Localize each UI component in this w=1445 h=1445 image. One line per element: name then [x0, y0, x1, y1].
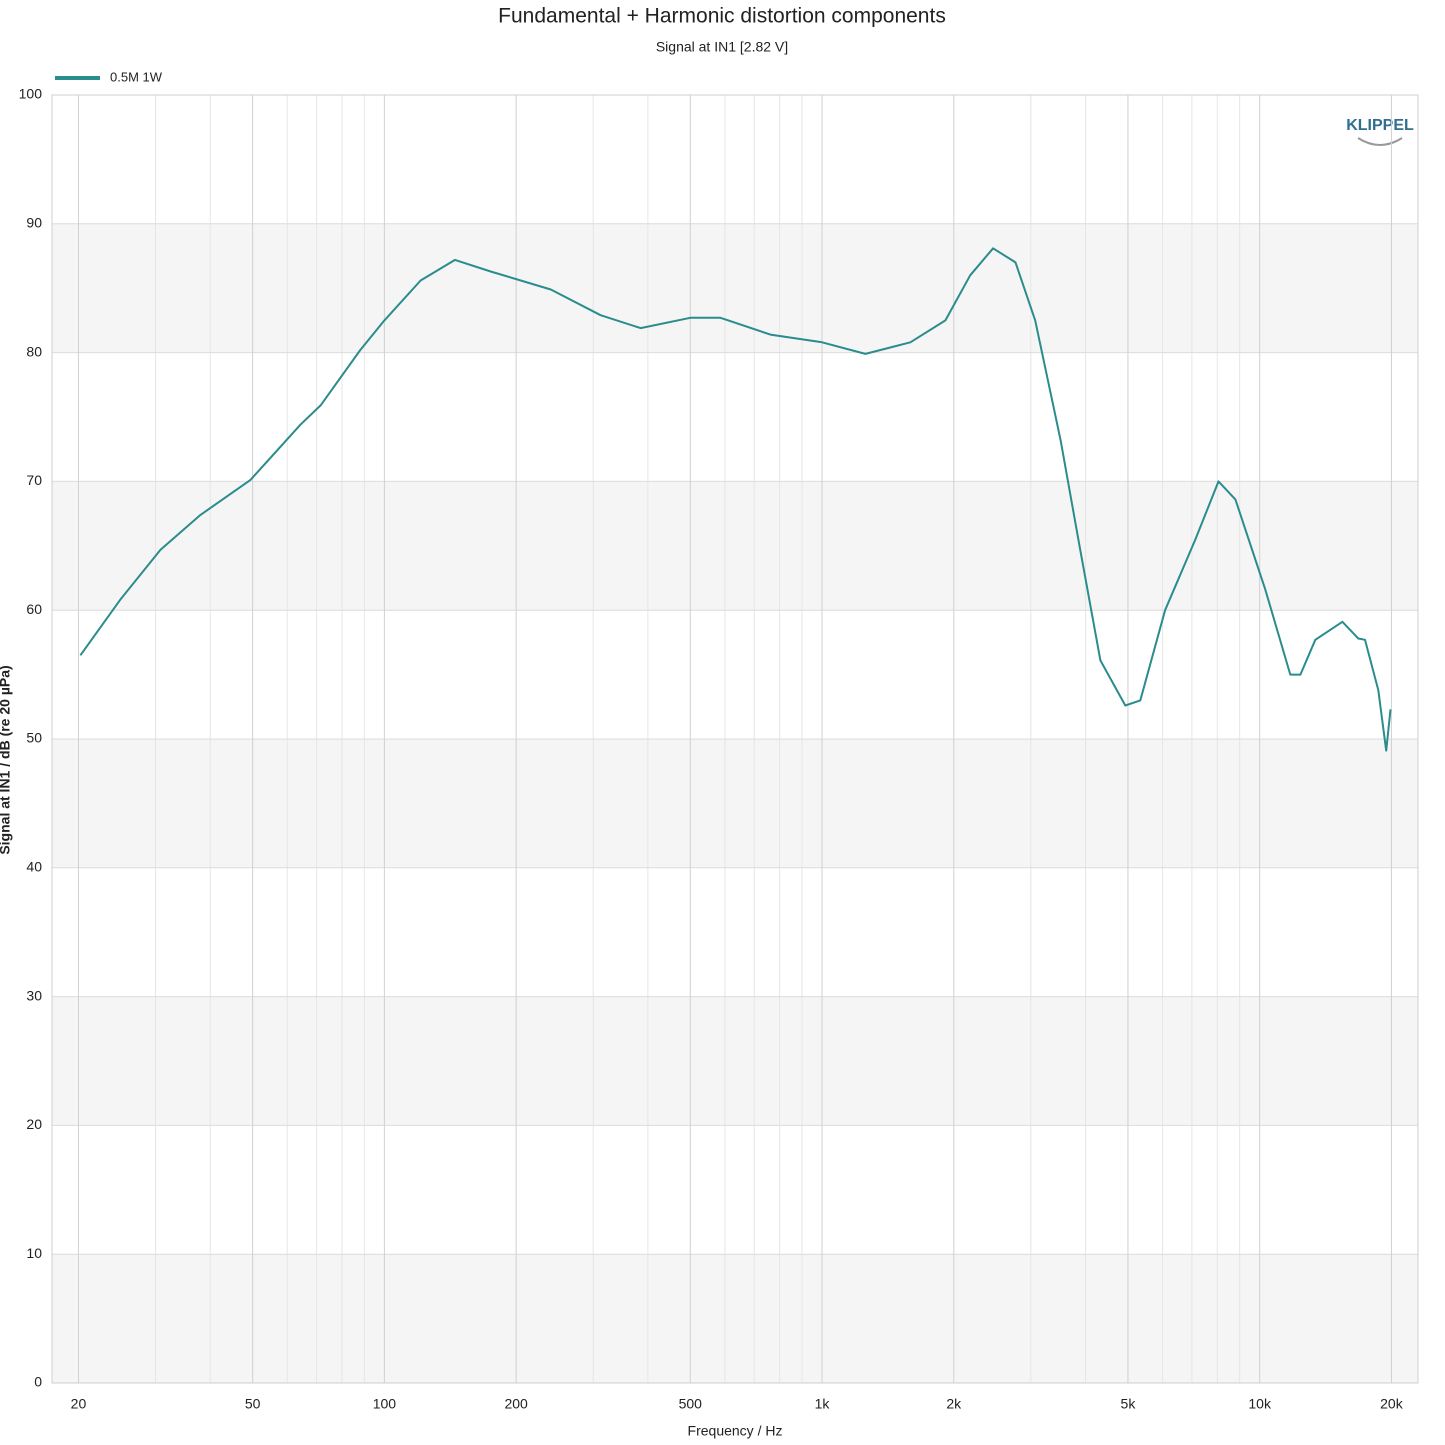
grid-band [52, 739, 1418, 868]
logo: KLIPPEL [1346, 117, 1414, 134]
grid-band [52, 1254, 1418, 1383]
x-tick-label: 20 [71, 1396, 87, 1412]
y-tick-label: 70 [26, 472, 42, 488]
grid-band [52, 223, 1418, 353]
chart-title: Fundamental + Harmonic distortion compon… [498, 5, 946, 28]
chart-subtitle: Signal at IN1 [2.82 V] [656, 39, 788, 55]
x-axis-label: Frequency / Hz [688, 1423, 783, 1439]
y-tick-label: 30 [26, 987, 42, 1003]
x-tick-label: 5k [1121, 1396, 1137, 1412]
y-tick-label: 0 [34, 1374, 42, 1390]
plot-frame [51, 94, 1419, 1384]
x-tick-label: 1k [815, 1396, 831, 1412]
x-tick-label: 20k [1380, 1396, 1404, 1412]
y-axis-label: Signal at IN1 / dB (re 20 µPa) [0, 665, 13, 854]
y-tick-label: 80 [26, 343, 42, 359]
y-tick-label: 10 [26, 1245, 42, 1261]
y-tick-label: 90 [26, 215, 42, 231]
y-tick-label: 60 [26, 601, 42, 617]
grid-band [52, 996, 1418, 1126]
y-tick-label: 50 [26, 730, 42, 746]
x-tick-label: 500 [679, 1396, 703, 1412]
y-tick-label: 100 [19, 86, 43, 102]
x-tick-label: 200 [504, 1396, 528, 1412]
series-line [79, 247, 1392, 752]
y-tick-label: 40 [26, 859, 42, 875]
x-tick-label: 10k [1248, 1396, 1272, 1412]
x-tick-label: 2k [946, 1396, 962, 1412]
x-tick-label: 50 [245, 1396, 261, 1412]
x-tick-label: 100 [373, 1396, 397, 1412]
y-tick-label: 20 [26, 1116, 42, 1132]
grid-band [52, 481, 1418, 611]
logo-arc [1357, 137, 1403, 146]
legend-label: 0.5M 1W [110, 69, 163, 84]
